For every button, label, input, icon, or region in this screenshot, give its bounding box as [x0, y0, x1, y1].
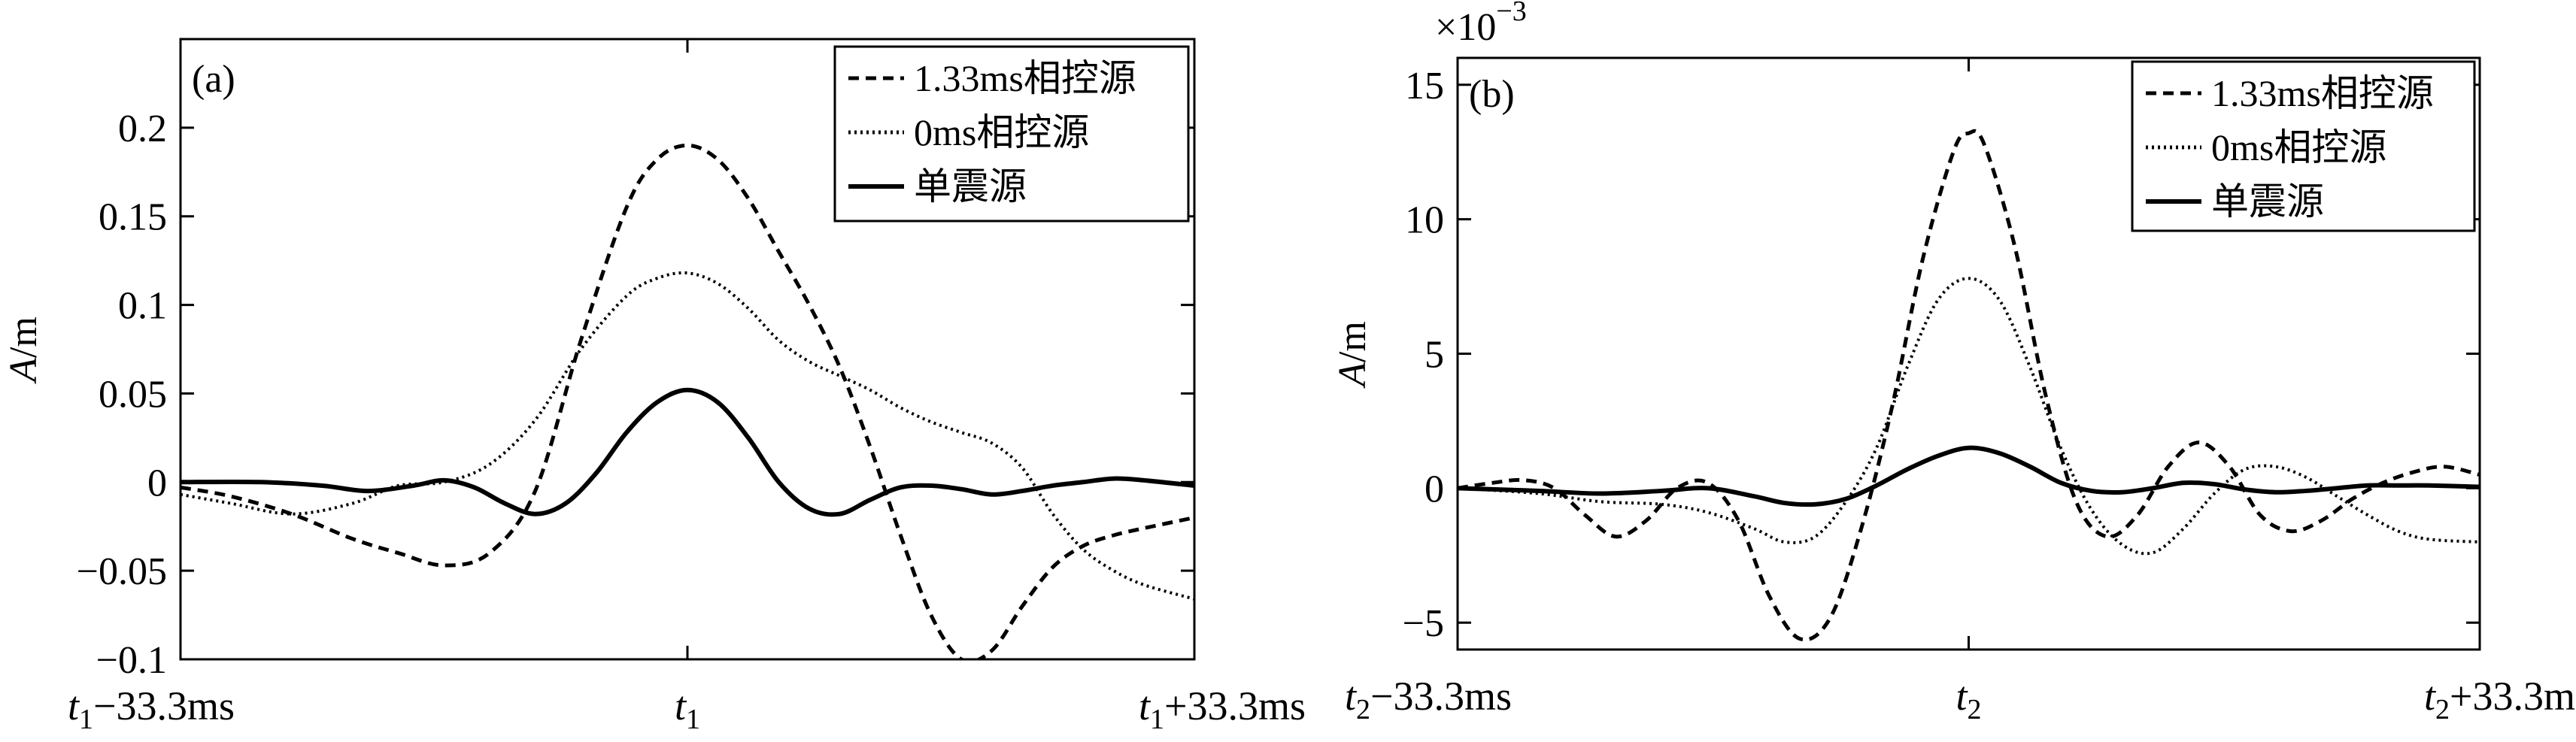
x-tick-label: t1−33.3ms	[68, 683, 235, 735]
series-line-1	[181, 271, 1194, 601]
y-tick-label: 0	[147, 462, 167, 504]
y-tick-label: 0	[1425, 468, 1444, 510]
legend-label: 1.33ms相控源	[2211, 72, 2434, 114]
x-tick-label: t1+33.3ms	[1139, 683, 1306, 735]
chart-panel-1: 15 10 5 0 −5 t2−33.3ms t2 t2+33.3ms A/m ×10−3 (b) 1…	[1331, 0, 2576, 725]
series-line-0	[1458, 129, 2480, 642]
x-tick-label: t1	[675, 683, 700, 735]
series-line-2	[1458, 445, 2480, 507]
y-tick-label: 0.2	[118, 108, 167, 150]
y-tick-label: 10	[1405, 199, 1444, 242]
panel-tag: (a)	[192, 58, 235, 101]
legend-label: 0ms相控源	[2211, 126, 2386, 168]
y-tick-label: 0.1	[118, 285, 167, 328]
chart-panel-0: 0.2 0.15 0.1 0.05 0 −0.05 −0.1t1−33.3ms t1 t1+33…	[2, 38, 1306, 735]
legend-label: 1.33ms相控源	[914, 57, 1136, 99]
x-tick-label: t2−33.3ms	[1345, 674, 1512, 725]
y-tick-label: 0.15	[99, 196, 167, 239]
legend-label: 0ms相控源	[914, 111, 1089, 153]
y-tick-label: −0.05	[77, 550, 167, 593]
y-axis-label: A/m	[2, 316, 45, 384]
y-tick-label: 5	[1425, 334, 1444, 377]
x-tick-label: t2+33.3ms	[2424, 674, 2576, 725]
y-tick-label: −0.1	[96, 639, 167, 682]
y-tick-label: 15	[1405, 65, 1444, 108]
series-line-0	[181, 143, 1194, 659]
y-exponent-label: ×10−3	[1435, 0, 1527, 49]
y-axis-label: A/m	[1331, 321, 1374, 389]
y-tick-label: −5	[1403, 602, 1444, 645]
panel-tag: (b)	[1469, 73, 1515, 116]
x-tick-label: t2	[1956, 674, 1981, 725]
series-line-2	[181, 387, 1194, 517]
legend-box	[833, 45, 1190, 223]
y-tick-label: 0.05	[99, 373, 167, 416]
legend-label: 单震源	[2211, 180, 2324, 223]
legend-label: 单震源	[914, 165, 1027, 207]
series-line-1	[1458, 277, 2480, 556]
